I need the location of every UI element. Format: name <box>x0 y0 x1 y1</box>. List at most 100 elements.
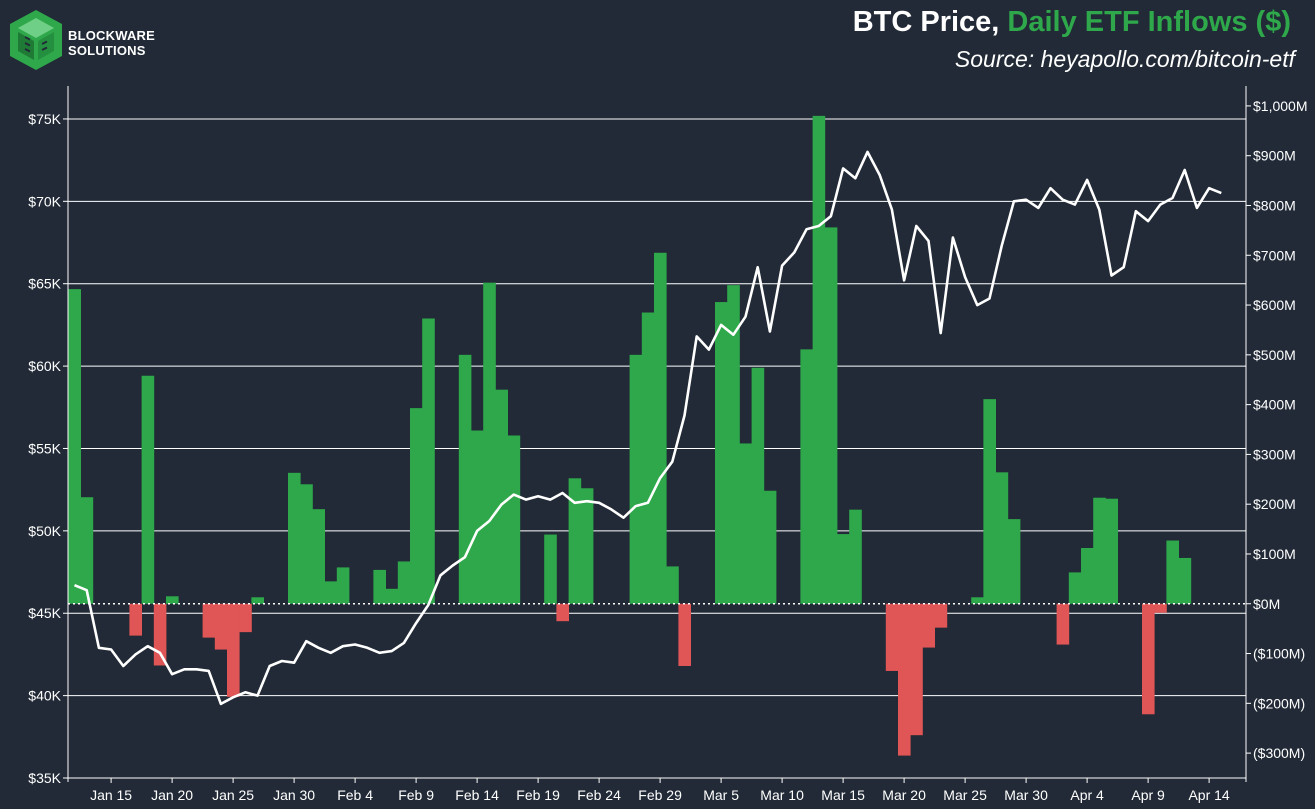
etf-flow-bar <box>666 566 679 604</box>
etf-flow-bar <box>336 567 350 604</box>
right-tick-label: $1,000M <box>1253 98 1307 114</box>
etf-flow-bar <box>373 569 386 604</box>
etf-flow-bar <box>239 603 252 633</box>
right-tick-label: ($100M) <box>1253 646 1305 662</box>
etf-flow-bar <box>885 603 899 671</box>
etf-flow-bar <box>544 534 557 604</box>
etf-flow-bar <box>300 484 313 604</box>
etf-flow-bar <box>727 285 740 604</box>
etf-flow-bar <box>678 603 691 666</box>
left-tick-label: $60K <box>28 358 61 374</box>
logo-line-1: BLOCKWARE <box>68 28 156 43</box>
etf-flow-bar <box>1056 603 1070 645</box>
x-tick-label: Mar 15 <box>821 787 865 803</box>
x-tick-label: Mar 30 <box>1004 787 1048 803</box>
etf-flow-bar <box>556 603 569 622</box>
etf-flow-bar <box>1105 498 1118 604</box>
x-tick-label: Mar 25 <box>943 787 987 803</box>
etf-flow-bar <box>458 354 472 604</box>
left-tick-label: $55K <box>28 440 61 456</box>
etf-flow-bar <box>1154 603 1167 613</box>
logo-line-2: SOLUTIONS <box>68 43 146 58</box>
etf-flow-bar <box>385 588 399 604</box>
etf-flow-bar <box>800 349 813 604</box>
inflow-bars <box>68 115 1192 756</box>
etf-flow-bar <box>934 603 948 628</box>
x-tick-label: Feb 24 <box>577 787 621 803</box>
etf-flow-bar <box>910 603 923 736</box>
title-etf-inflows: Daily ETF Inflows ($) <box>1007 6 1291 38</box>
right-tick-label: ($200M) <box>1253 695 1305 711</box>
etf-flow-bar <box>312 509 325 604</box>
etf-flow-bar <box>739 443 752 604</box>
left-tick-label: $40K <box>28 688 61 704</box>
left-tick-label: $75K <box>28 111 61 127</box>
etf-flow-bar <box>1178 557 1192 604</box>
etf-flow-bar <box>898 603 911 756</box>
chart-title: BTC Price, Daily ETF Inflows ($) <box>853 6 1291 39</box>
x-tick-label: Feb 9 <box>398 787 434 803</box>
x-tick-label: Feb 29 <box>638 787 682 803</box>
etf-flow-bar <box>715 302 728 604</box>
x-tick-label: Jan 20 <box>151 787 193 803</box>
etf-flow-bar <box>763 490 777 604</box>
etf-flow-bar <box>141 375 155 604</box>
etf-flow-bar <box>422 318 435 604</box>
left-tick-label: $65K <box>28 276 61 292</box>
etf-flow-bar <box>129 603 142 636</box>
blockware-logo-icon <box>10 10 62 70</box>
x-tick-label: Jan 25 <box>212 787 254 803</box>
etf-flow-bar <box>251 597 264 604</box>
x-tick-label: Jan 15 <box>90 787 132 803</box>
right-tick-label: $300M <box>1253 446 1296 462</box>
etf-flow-bar <box>495 389 508 604</box>
etf-flow-bar <box>849 509 862 604</box>
etf-flow-bar <box>483 282 496 604</box>
x-tick-label: Feb 4 <box>337 787 373 803</box>
left-tick-label: $70K <box>28 193 61 209</box>
right-tick-label: $600M <box>1253 297 1296 313</box>
etf-flow-bar <box>812 115 826 604</box>
etf-flow-bar <box>166 596 179 604</box>
etf-flow-bar <box>324 581 338 604</box>
etf-flow-bar <box>214 603 228 650</box>
left-tick-label: $35K <box>28 770 61 786</box>
x-tick-label: Apr 14 <box>1188 787 1229 803</box>
etf-flow-bar <box>971 597 984 604</box>
x-tick-label: Feb 19 <box>516 787 560 803</box>
right-tick-label: $200M <box>1253 496 1296 512</box>
x-tick-label: Mar 10 <box>760 787 804 803</box>
etf-flow-bar <box>80 497 94 604</box>
etf-flow-bar <box>1007 519 1021 604</box>
etf-flow-bar <box>922 603 935 648</box>
etf-flow-bar <box>1068 572 1082 604</box>
x-tick-label: Feb 14 <box>455 787 499 803</box>
etf-flow-bar <box>580 488 594 604</box>
etf-flow-bar <box>1142 603 1155 715</box>
right-tick-label: $0M <box>1253 596 1280 612</box>
etf-flow-bar <box>824 227 838 604</box>
x-tick-label: Jan 30 <box>273 787 315 803</box>
right-tick-label: $700M <box>1253 247 1296 263</box>
etf-flow-bar <box>983 399 996 604</box>
chart-area: $35K $40K $45K $50K $55K $60K $65K $70K $75K ($3… <box>28 86 1307 803</box>
x-tick-label: Apr 9 <box>1131 787 1165 803</box>
btc-price-line <box>74 150 1222 706</box>
etf-flow-bar <box>153 603 167 666</box>
etf-flow-bar <box>1081 547 1094 604</box>
x-tick-label: Mar 5 <box>703 787 739 803</box>
right-axis-ticks: ($300M) ($200M) ($100M) $0M $100M $200M $300M $… <box>1246 98 1307 761</box>
etf-flow-bar <box>837 534 850 604</box>
etf-flow-bar <box>751 367 765 604</box>
title-btc-price: BTC Price, <box>852 6 1008 38</box>
right-tick-label: $100M <box>1253 546 1296 562</box>
x-tick-label: Mar 20 <box>882 787 926 803</box>
etf-flow-bar <box>629 354 643 604</box>
x-axis-ticks: Jan 15 Jan 20 Jan 25 Jan 30 Feb 4 Feb 9 Feb 14… <box>90 778 1230 803</box>
price-line <box>74 150 1222 706</box>
etf-flow-bar <box>568 478 582 604</box>
etf-flow-bar <box>202 603 216 638</box>
etf-flow-bar <box>1166 540 1179 604</box>
right-tick-label: $900M <box>1253 148 1296 164</box>
left-tick-label: $50K <box>28 523 61 539</box>
